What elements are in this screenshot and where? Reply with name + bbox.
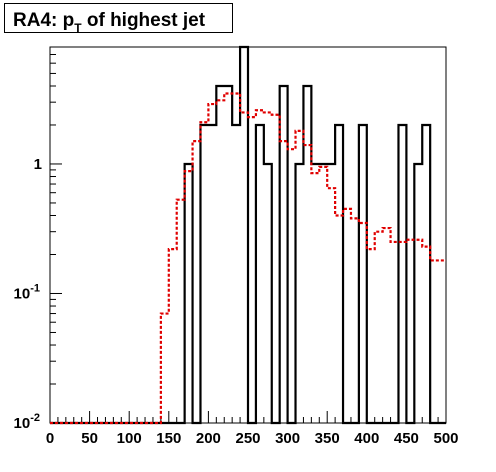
x-tick-label: 350	[315, 430, 340, 447]
series-layer	[50, 45, 446, 425]
title-box: RA4: pT of highest jet	[4, 3, 233, 35]
chart-title: RA4: pT of highest jet	[13, 10, 206, 34]
y-tick-label: 10-2	[14, 412, 40, 432]
x-tick-label: 450	[394, 430, 419, 447]
x-tick-label: 400	[354, 430, 379, 447]
x-tick-label: 500	[433, 430, 458, 447]
y-tick-label: 1	[34, 156, 42, 173]
series-line-2	[50, 92, 446, 425]
x-tick-label: 50	[81, 430, 98, 447]
x-tick-label: 300	[275, 430, 300, 447]
tick-labels: 0 50 100 150 200 250 300 350 400 450 500 1 10-1 10-2	[14, 156, 459, 447]
series-line-1	[50, 45, 446, 425]
x-tick-label: 100	[117, 430, 142, 447]
x-tick-label: 150	[156, 430, 181, 447]
x-tick-label: 0	[46, 430, 54, 447]
x-tick-label: 200	[196, 430, 221, 447]
x-tick-label: 250	[235, 430, 260, 447]
y-tick-label: 10-1	[14, 282, 40, 302]
